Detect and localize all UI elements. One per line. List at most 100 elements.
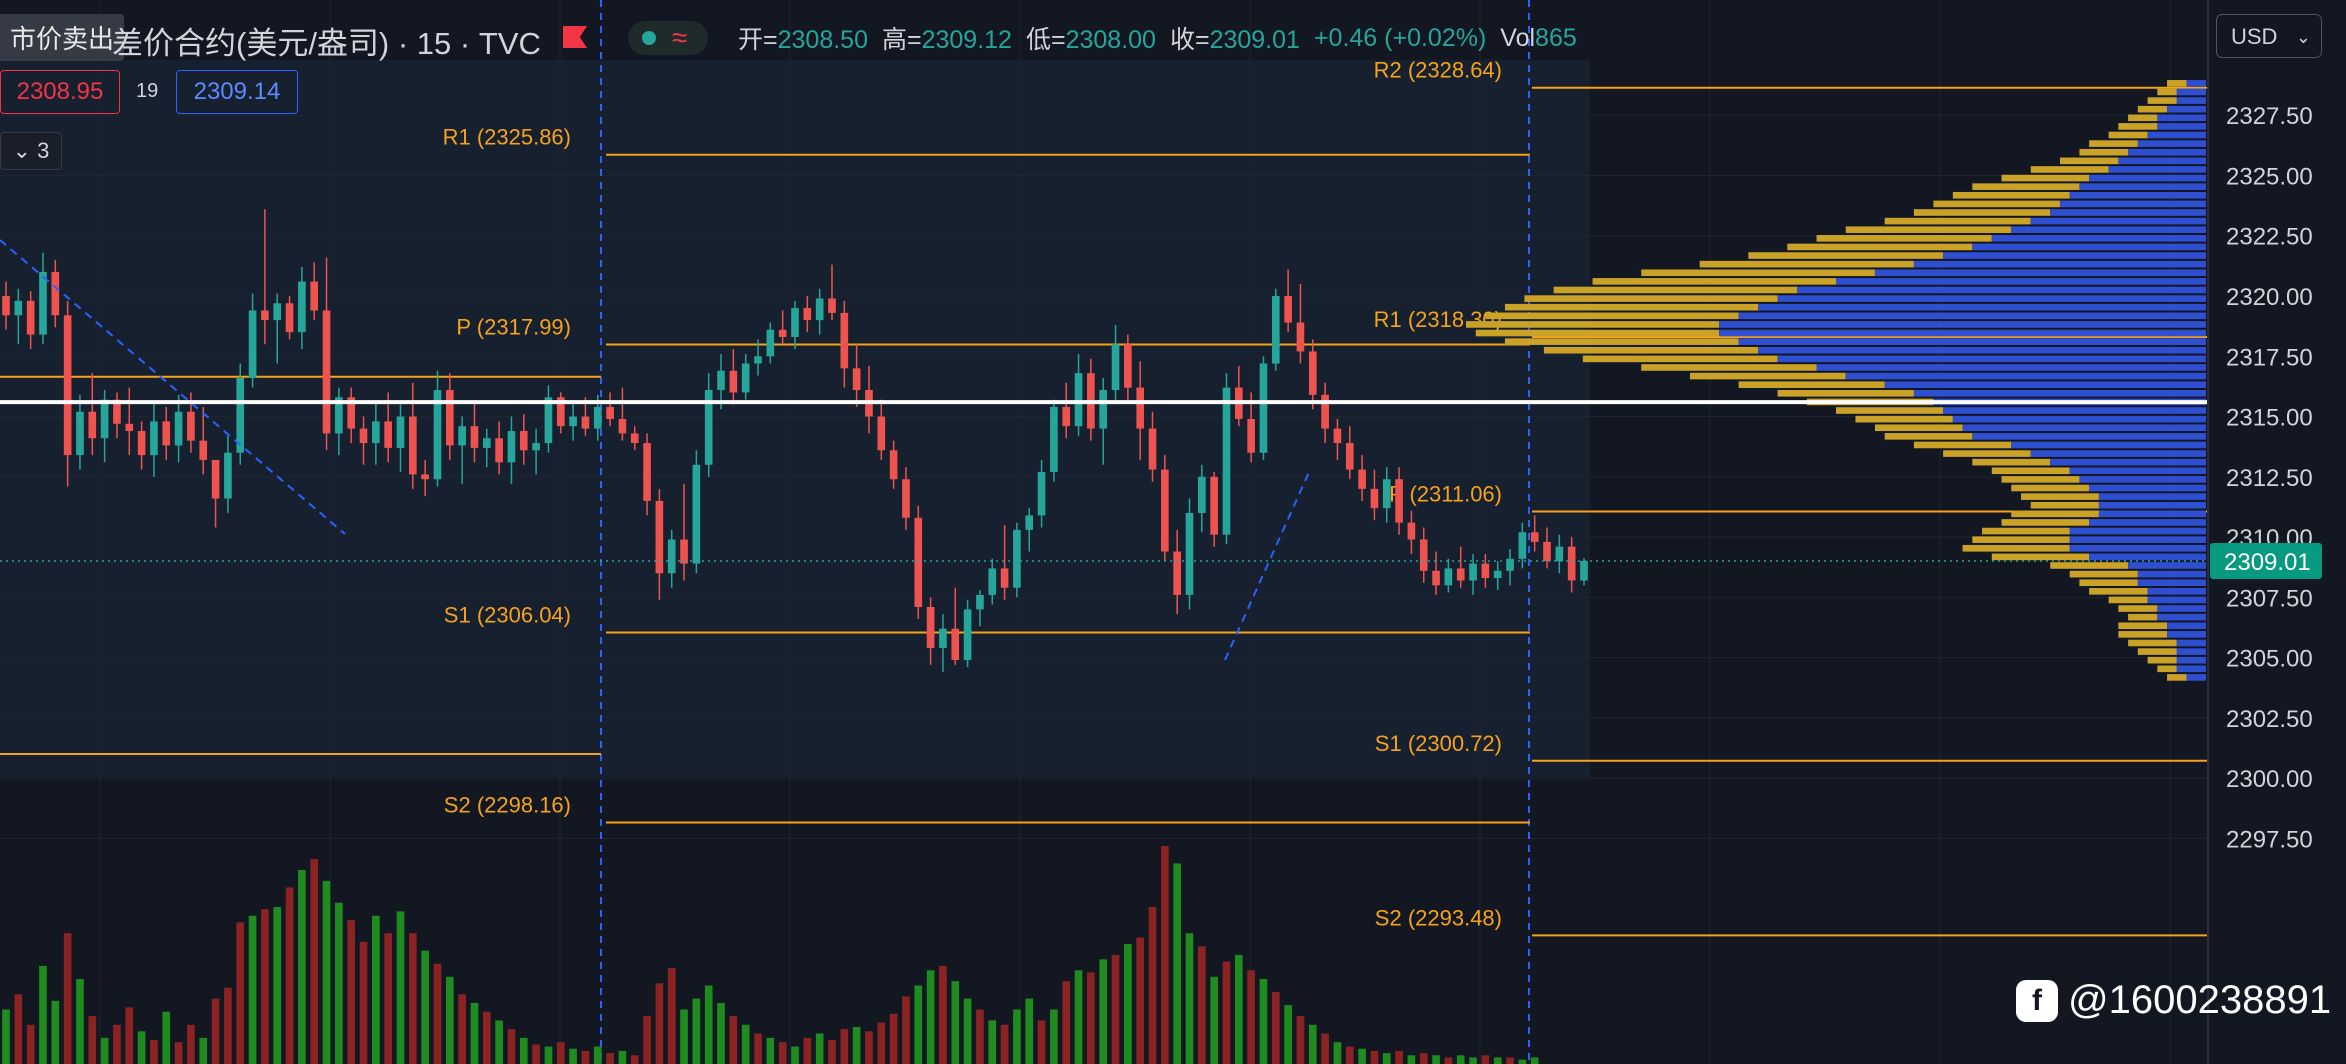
- volume-bar: [1271, 992, 1280, 1064]
- volume-value: 865: [1535, 23, 1577, 52]
- profile-sell-bar: [2079, 183, 2206, 190]
- price-tick-label: 2317.50: [2226, 344, 2313, 371]
- candle-body: [1308, 351, 1317, 395]
- volume-bar: [285, 887, 294, 1064]
- candle-body: [791, 308, 799, 337]
- candle-body: [988, 568, 997, 595]
- profile-buy-bar: [2059, 157, 2119, 165]
- price-tick-label: 2307.50: [2226, 585, 2313, 612]
- close-label: 收=: [1169, 26, 1210, 54]
- volume-bar: [236, 922, 245, 1064]
- price-tick-label: 2300.00: [2226, 766, 2313, 793]
- trend-lines[interactable]: [0, 239, 1311, 661]
- profile-sell-bar: [1913, 260, 2206, 268]
- profile-sell-bar: [2050, 209, 2206, 216]
- market-status-pill[interactable]: ≈: [628, 21, 708, 55]
- pivot-levels: R1 (2325.86) P (2317.99) S1 (2306.04) S2 (2…: [0, 58, 2208, 937]
- profile-buy-bar: [2118, 123, 2158, 130]
- profile-buy-bar: [2089, 588, 2148, 595]
- volume-bar: [828, 1040, 836, 1064]
- volume-bar: [692, 998, 701, 1064]
- volume-bar: [322, 880, 331, 1064]
- candle-body: [1124, 344, 1132, 388]
- volume-bar: [1136, 937, 1145, 1064]
- candle-body: [1321, 394, 1329, 429]
- profile-buy-bar: [2089, 140, 2138, 147]
- candle-body: [1530, 532, 1539, 542]
- trend-line-up[interactable]: [1224, 469, 1311, 661]
- candle-body: [766, 329, 775, 357]
- volume-bar: [211, 998, 220, 1064]
- volume-bar: [741, 1024, 750, 1064]
- volume-bar: [1099, 959, 1108, 1064]
- candle-body: [1481, 563, 1490, 579]
- profile-sell-bar: [2176, 665, 2206, 673]
- volume-bar: [581, 1050, 590, 1064]
- candle-body: [926, 606, 935, 648]
- currency-select[interactable]: USD ⌄: [2216, 14, 2322, 58]
- profile-buy-bar: [1884, 217, 2031, 225]
- candle-body: [1555, 546, 1564, 562]
- volume-bar: [877, 1022, 886, 1064]
- volume-bar: [1345, 1046, 1354, 1064]
- volume-bar: [1234, 955, 1243, 1064]
- flag-icon[interactable]: [563, 26, 587, 48]
- profile-buy-bar: [1972, 458, 2051, 466]
- candlesticks[interactable]: [2, 209, 1588, 673]
- profile-buy-bar: [1699, 260, 1914, 268]
- trend-line-down[interactable]: [0, 239, 346, 535]
- volume-bar: [544, 1046, 553, 1064]
- volume-bar: [1358, 1048, 1366, 1064]
- candle-body: [1161, 469, 1169, 552]
- volume-bar: [1111, 955, 1120, 1064]
- volume-bar: [470, 1002, 479, 1064]
- candle-body: [1407, 522, 1416, 540]
- candle-body: [236, 377, 245, 453]
- volume-bar: [310, 859, 319, 1064]
- candle-body: [1543, 541, 1551, 562]
- candle-body: [1062, 406, 1071, 427]
- volume-bar: [569, 1048, 577, 1064]
- profile-buy-bar: [1582, 355, 1778, 363]
- profile-sell-bar: [2069, 536, 2206, 543]
- profile-buy-bar: [2011, 510, 2099, 518]
- profile-sell-bar: [2069, 467, 2206, 475]
- candle-body: [51, 271, 60, 316]
- candle-body: [14, 300, 23, 316]
- volume-bar: [1185, 933, 1194, 1064]
- candle-body: [729, 370, 738, 393]
- volume-bar: [248, 915, 257, 1064]
- volume-bar: [150, 1040, 158, 1064]
- indicators-collapse-button[interactable]: ⌄ 3: [0, 132, 62, 170]
- sell-price-button[interactable]: 2308.95: [0, 70, 120, 114]
- volume-bar: [1469, 1057, 1477, 1064]
- buy-price-button[interactable]: 2309.14: [176, 70, 298, 114]
- profile-sell-bar: [1816, 364, 2206, 371]
- profile-sell-bar: [2108, 166, 2206, 173]
- symbol-title[interactable]: 差价合约(美元/盎司) · 15 · TVC: [112, 26, 541, 61]
- volume-bar: [939, 965, 947, 1064]
- profile-sell-bar: [2128, 148, 2206, 156]
- price-axis[interactable]: 2327.50 2325.00 2322.50 2320.00 2317.50 2315.…: [2207, 0, 2346, 1064]
- candle-body: [433, 390, 442, 480]
- candle-body: [1370, 488, 1379, 509]
- market-sell-tooltip[interactable]: 市价卖出: [0, 14, 125, 61]
- profile-buy-bar: [2069, 570, 2138, 578]
- candle-body: [1050, 406, 1058, 472]
- profile-buy-bar: [2118, 605, 2158, 612]
- profile-sell-bar: [1738, 312, 2206, 320]
- change-value: +0.46 (+0.02%): [1313, 23, 1487, 52]
- candle-body: [384, 421, 392, 448]
- volume-bar: [1247, 970, 1255, 1064]
- volume-bar: [14, 994, 23, 1064]
- candle-body: [1025, 515, 1034, 530]
- candle-body: [150, 421, 158, 456]
- candle-body: [1493, 570, 1502, 579]
- volume-bar: [1087, 972, 1095, 1064]
- volume-bar: [556, 1042, 565, 1064]
- volume-bar: [125, 1007, 134, 1064]
- candle-body: [852, 368, 861, 391]
- profile-buy-bar: [1816, 235, 1992, 242]
